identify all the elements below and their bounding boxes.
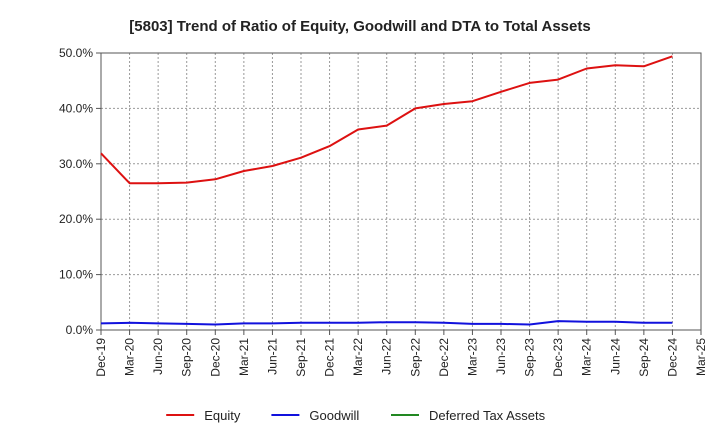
x-tick-label: Dec-23 (551, 338, 565, 377)
x-tick-label: Mar-20 (123, 338, 137, 376)
x-tick-label: Dec-19 (94, 338, 108, 377)
series-line-goodwill (100, 320, 673, 326)
legend-label-equity: Equity (204, 408, 241, 423)
y-tick-label: 0.0% (66, 323, 94, 337)
series-line-equity (100, 55, 673, 185)
x-tick-label: Mar-21 (237, 338, 251, 376)
chart-title: [5803] Trend of Ratio of Equity, Goodwil… (129, 18, 590, 35)
x-tick-label: Sep-20 (180, 338, 194, 377)
axis-layer: 0.0% 10.0% 20.0% 30.0% 40.0% 50.0% Dec-19 Mar-2… (59, 46, 708, 377)
x-tick-label: Jun-20 (151, 338, 165, 375)
x-tick-label: Sep-23 (523, 338, 537, 377)
x-tick-label: Sep-24 (637, 338, 651, 377)
plot-frame (100, 52, 702, 331)
x-tick-label: Jun-21 (265, 338, 279, 375)
x-tick-label: Dec-20 (208, 338, 222, 377)
x-tick-label: Mar-24 (580, 338, 594, 376)
x-tick-label: Mar-25 (694, 338, 708, 376)
x-tick-label: Dec-21 (323, 338, 337, 377)
x-tick-label: Sep-21 (294, 338, 308, 377)
x-tick-label: Dec-22 (437, 338, 451, 377)
x-tick-label: Jun-22 (380, 338, 394, 375)
series-layer (100, 55, 673, 326)
x-tick-label: Mar-22 (351, 338, 365, 376)
legend: Equity Goodwill Deferred Tax Assets (166, 408, 546, 423)
grid-layer (101, 53, 701, 330)
y-tick-label: 40.0% (59, 101, 93, 115)
y-tick-label: 10.0% (59, 268, 93, 282)
legend-label-deferred-tax-assets: Deferred Tax Assets (429, 408, 546, 423)
x-tick-label: Jun-23 (494, 338, 508, 375)
legend-label-goodwill: Goodwill (309, 408, 359, 423)
x-tick-label: Mar-23 (465, 338, 479, 376)
x-tick-label: Sep-22 (408, 338, 422, 377)
y-tick-label: 50.0% (59, 46, 93, 60)
y-tick-label: 20.0% (59, 212, 93, 226)
x-tick-label: Jun-24 (608, 338, 622, 375)
x-tick-label: Dec-24 (665, 338, 679, 377)
y-tick-label: 30.0% (59, 157, 93, 171)
